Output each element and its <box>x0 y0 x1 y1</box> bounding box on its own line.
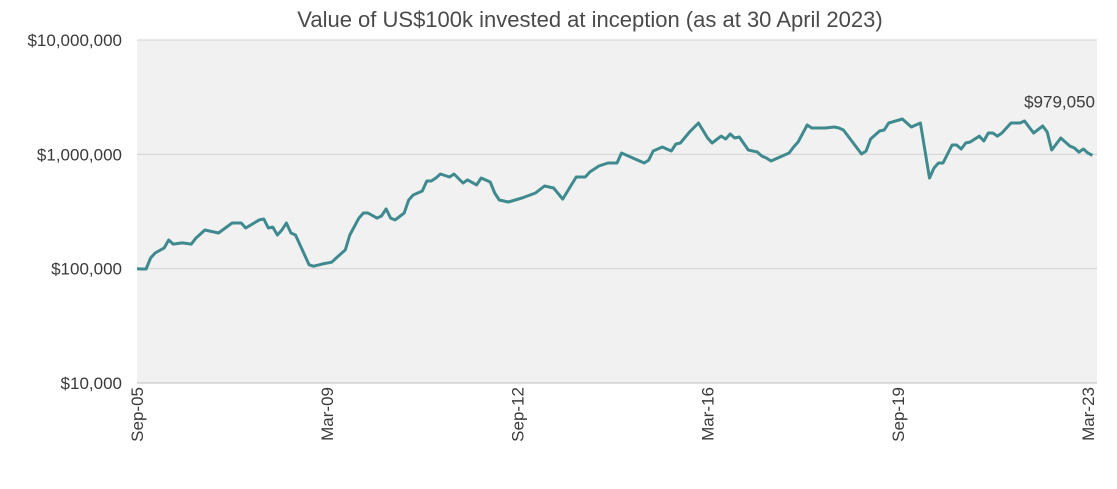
y-tick-label: $1,000,000 <box>37 145 122 164</box>
chart-title: Value of US$100k invested at inception (… <box>297 7 882 32</box>
x-tick-label: Sep-12 <box>508 387 527 442</box>
x-tick-label: Mar-23 <box>1079 387 1098 441</box>
x-tick-label: Mar-16 <box>699 387 718 441</box>
y-tick-label: $100,000 <box>51 260 122 279</box>
y-tick-label: $10,000 <box>61 374 122 393</box>
x-tick-label: Sep-19 <box>889 387 908 442</box>
series-line <box>136 117 1094 271</box>
x-axis-ticks: Sep-05 Mar-09 Sep-12 Mar-16 Sep-19 Mar-23 <box>128 387 1098 442</box>
end-value-annotation: $979,050 <box>1024 92 1095 111</box>
x-tick-label: Mar-09 <box>318 387 337 441</box>
x-tick-label: Sep-05 <box>128 387 147 442</box>
y-tick-label: $10,000,000 <box>27 31 122 50</box>
gridlines <box>137 39 1097 384</box>
plot-area <box>137 40 1097 383</box>
y-axis-ticks: $10,000 $100,000 $1,000,000 $10,000,000 <box>27 31 122 393</box>
